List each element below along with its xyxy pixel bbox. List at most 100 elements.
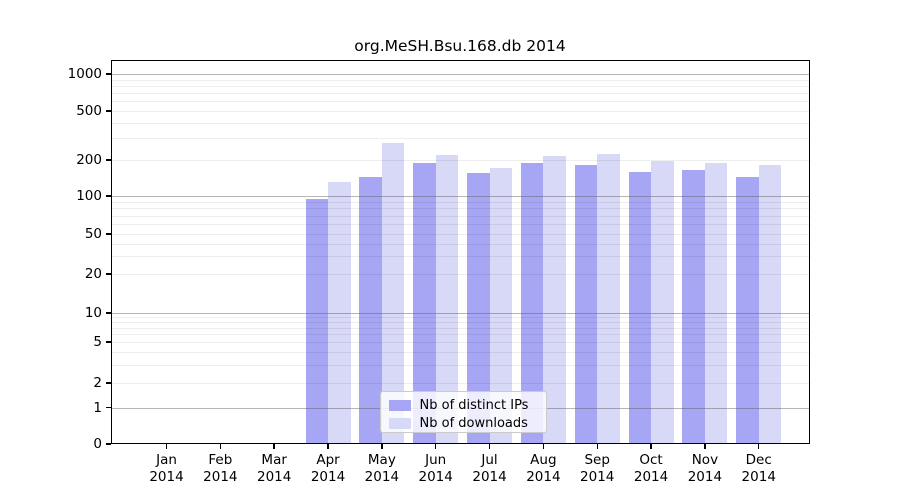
x-tick-mark-sep (596, 444, 598, 449)
x-tick-label-mar: Mar 2014 (256, 452, 292, 485)
y-tick-label-1000: 1000 (67, 66, 102, 82)
gridline-minor-20 (110, 274, 810, 275)
gridlines-layer (110, 60, 810, 444)
x-tick-mark-apr (327, 444, 329, 449)
y-tick-mark-20 (106, 273, 111, 275)
bar-nb-of-downloads-aug (543, 156, 566, 444)
y-tick-mark-0 (106, 443, 111, 445)
bar-nb-of-distinct-ips-may (359, 176, 382, 444)
y-tick-mark-500 (106, 110, 111, 112)
gridline-minor-200 (110, 160, 810, 161)
x-tick-label-aug: Aug 2014 (526, 452, 561, 485)
gridline-minor-600 (110, 101, 810, 103)
bar-nb-of-distinct-ips-jul (467, 173, 490, 444)
bar-nb-of-distinct-ips-nov (682, 170, 705, 444)
bar-nb-of-downloads-jun (435, 154, 459, 444)
y-tick-mark-5 (106, 341, 111, 343)
x-tick-label-jul: Jul 2014 (472, 452, 507, 485)
bar-nb-of-distinct-ips-jun (413, 162, 436, 444)
bar-nb-of-downloads-dec (758, 165, 782, 444)
gridline-minor-80 (110, 208, 810, 210)
y-tick-mark-1000 (106, 73, 111, 75)
x-tick-label-may: May 2014 (364, 452, 400, 485)
y-tick-mark-50 (106, 233, 111, 235)
gridline-minor-60 (110, 224, 810, 225)
legend-item-distinct-ips: Nb of distinct IPs (388, 398, 542, 413)
gridline-minor-40 (110, 243, 810, 245)
bar-nb-of-distinct-ips-sep (574, 165, 598, 444)
y-tick-label-1: 1 (93, 399, 102, 416)
y-tick-mark-2 (106, 382, 111, 384)
gridline-minor-2 (110, 383, 810, 384)
gridline-minor-3 (110, 364, 810, 366)
x-tick-mark-may (381, 444, 383, 449)
gridline-minor-7 (110, 327, 810, 329)
x-tick-label-apr: Apr 2014 (310, 452, 346, 485)
y-tick-mark-200 (106, 159, 111, 161)
gridline-minor-8 (110, 322, 810, 324)
gridline-minor-800 (110, 85, 810, 87)
x-tick-mark-oct (650, 444, 652, 449)
y-tick-mark-1 (106, 406, 111, 409)
x-tick-mark-aug (542, 444, 545, 449)
gridline-minor-70 (110, 215, 810, 217)
gridline-major-100 (110, 196, 810, 197)
legend: Nb of distinct IPs Nb of downloads (379, 391, 547, 433)
bar-nb-of-distinct-ips-dec (736, 176, 759, 444)
bar-nb-of-downloads-apr (328, 182, 351, 444)
x-tick-label-oct: Oct 2014 (633, 452, 669, 485)
gridline-minor-5 (110, 342, 810, 343)
y-tick-label-0: 0 (93, 436, 102, 452)
legend-label-downloads: Nb of downloads (419, 416, 528, 431)
x-tick-label-sep: Sep 2014 (580, 452, 615, 485)
x-tick-mark-jul (488, 444, 491, 449)
y-tick-label-500: 500 (76, 103, 102, 119)
gridline-major-1000 (110, 74, 810, 75)
x-tick-mark-feb (219, 444, 222, 449)
bar-nb-of-distinct-ips-aug (520, 162, 544, 444)
gridline-minor-90 (110, 201, 810, 203)
bar-nb-of-downloads-may (381, 142, 405, 444)
x-tick-mark-jan (165, 444, 168, 449)
x-tick-label-jan: Jan 2014 (149, 452, 184, 485)
y-tick-label-5: 5 (93, 334, 102, 350)
legend-label-distinct-ips: Nb of distinct IPs (419, 398, 529, 413)
plot-area: Nb of distinct IPs Nb of downloads (110, 60, 810, 444)
bar-nb-of-distinct-ips-oct (628, 171, 652, 444)
bar-nb-of-downloads-jul (489, 168, 513, 444)
bar-nb-of-downloads-oct (651, 161, 674, 444)
gridline-minor-6 (110, 334, 810, 336)
y-tick-label-200: 200 (76, 152, 102, 168)
gridline-minor-30 (110, 256, 810, 258)
y-tick-label-10: 10 (84, 305, 102, 321)
gridline-minor-900 (110, 79, 810, 81)
y-tick-label-20: 20 (84, 266, 102, 282)
bar-nb-of-downloads-nov (704, 162, 728, 444)
gridline-minor-400 (110, 122, 810, 124)
x-tick-mark-dec (758, 444, 760, 449)
gridline-minor-300 (110, 138, 810, 140)
bar-nb-of-downloads-sep (597, 153, 620, 444)
gridline-minor-9 (110, 317, 810, 319)
legend-swatch-downloads-icon (388, 418, 411, 429)
x-tick-mark-jun (435, 444, 437, 449)
gridline-major-10 (110, 313, 810, 314)
x-tick-mark-nov (704, 444, 706, 449)
y-tick-label-2: 2 (93, 375, 102, 391)
x-tick-label-nov: Nov 2014 (687, 452, 723, 485)
bar-nb-of-distinct-ips-apr (305, 198, 329, 444)
x-tick-mark-mar (273, 444, 275, 449)
gridline-minor-4 (110, 351, 810, 353)
gridline-minor-50 (110, 234, 810, 235)
gridline-minor-500 (110, 111, 810, 112)
chart-title: org.MeSH.Bsu.168.db 2014 (354, 37, 566, 55)
y-tick-label-100: 100 (76, 188, 102, 204)
legend-item-downloads: Nb of downloads (388, 416, 542, 431)
legend-swatch-distinct-ips-icon (388, 400, 411, 411)
x-tick-label-dec: Dec 2014 (741, 452, 776, 485)
y-tick-mark-10 (106, 312, 111, 314)
x-tick-label-jun: Jun 2014 (418, 452, 453, 485)
y-tick-mark-100 (106, 195, 111, 197)
y-tick-label-50: 50 (84, 226, 102, 242)
